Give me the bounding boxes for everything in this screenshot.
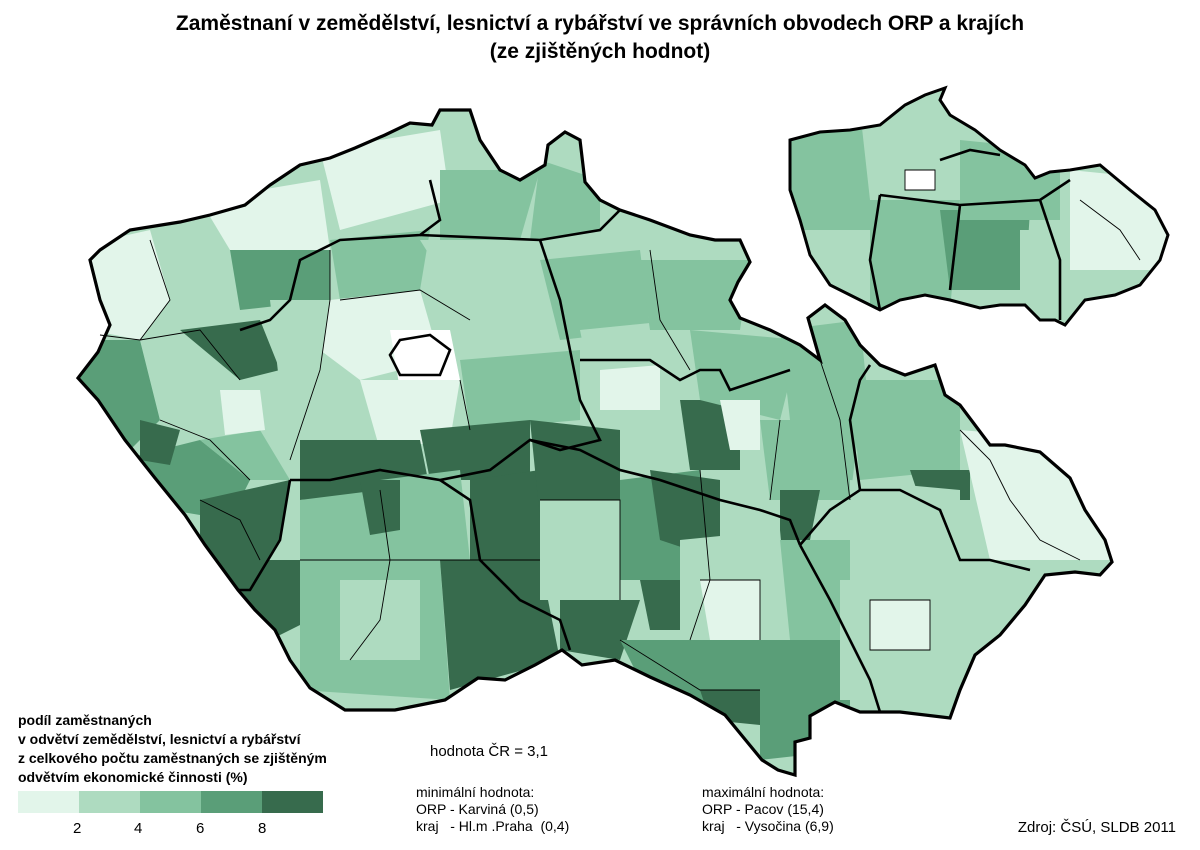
legend-swatch [201,791,262,813]
minimum-label: minimální hodnota: [416,784,535,800]
maximum-orp: ORP - Pacov (15,4) [702,801,824,817]
maximum-values: maximální hodnota: ORP - Pacov (15,4) kr… [702,784,834,835]
legend-title-line: v odvětví zemědělství, lesnictví a rybář… [18,731,301,747]
source-note: Zdroj: ČSÚ, SLDB 2011 [1017,819,1176,836]
legend-break-labels: 2 4 6 8 [18,820,338,840]
minimum-kraj: kraj - Hl.m .Praha (0,4) [416,818,570,834]
minimum-orp: ORP - Karviná (0,5) [416,801,539,817]
legend-swatch [18,791,79,813]
legend-swatch [79,791,140,813]
map-subtitle: (ze zjištěných hodnot) [489,40,711,63]
map-title: Zaměstnaní v zemědělství, lesnictví a ry… [175,12,1025,35]
maximum-kraj: kraj - Vysočina (6,9) [702,818,834,834]
legend-title: podíl zaměstnaných v odvětví zemědělství… [18,711,327,787]
legend-break-label: 8 [258,820,267,837]
maximum-label: maximální hodnota: [702,784,825,800]
legend-break-label: 2 [73,820,82,837]
legend-title-line: odvětvím ekonomické činnosti (%) [18,769,248,785]
legend-break-label: 6 [196,820,205,837]
legend-break-label: 4 [134,820,143,837]
minimum-values: minimální hodnota: ORP - Karviná (0,5) k… [416,784,569,835]
legend-color-scale [18,791,323,813]
legend-title-line: podíl zaměstnaných [18,712,152,728]
country-value: hodnota ČR = 3,1 [430,743,549,760]
region-borders [75,85,1170,778]
legend-title-line: z celkového počtu zaměstnaných se zjiště… [18,750,327,766]
legend-swatch [140,791,201,813]
legend-swatch [262,791,323,813]
